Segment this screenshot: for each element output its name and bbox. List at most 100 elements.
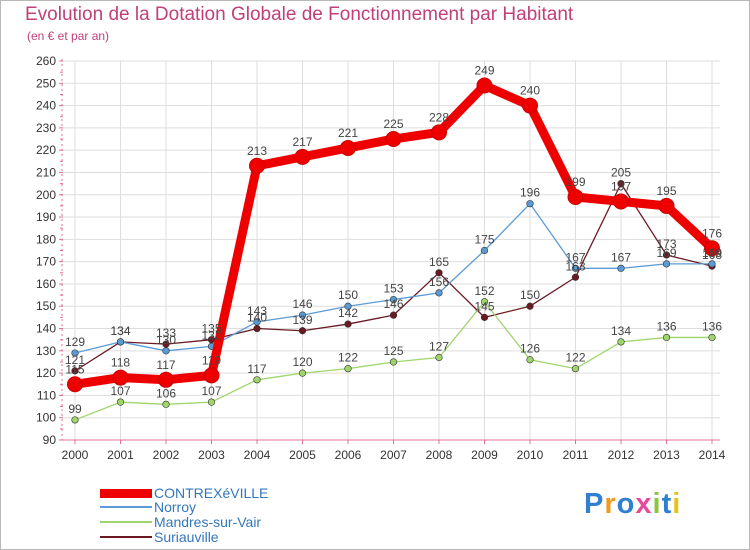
data-point [67, 376, 83, 393]
logo-letter: r [604, 488, 617, 520]
data-label: 173 [656, 237, 676, 251]
y-tick-label: 90 [43, 433, 57, 447]
y-tick-label: 170 [36, 255, 56, 269]
data-point [203, 367, 220, 384]
data-label: 107 [201, 384, 221, 398]
y-tick-label: 230 [36, 121, 56, 135]
data-point [476, 77, 493, 94]
data-label: 228 [429, 110, 449, 124]
data-label: 129 [65, 335, 85, 349]
data-point [435, 289, 443, 297]
data-point [253, 376, 261, 384]
data-label: 127 [429, 340, 449, 354]
data-label: 199 [565, 175, 585, 189]
data-label: 213 [247, 144, 267, 158]
data-label: 195 [656, 184, 676, 198]
data-point [340, 139, 356, 156]
data-point [567, 188, 584, 205]
legend-label: Norroy [154, 499, 197, 515]
data-label: 134 [611, 324, 631, 338]
data-point [617, 338, 625, 346]
data-point [298, 327, 307, 335]
data-point [662, 260, 671, 268]
data-label: 168 [702, 248, 722, 262]
data-label: 118 [111, 356, 130, 370]
data-label: 125 [383, 344, 403, 358]
data-label: 133 [156, 326, 176, 340]
x-tick-label: 2012 [608, 448, 635, 462]
data-point [617, 264, 625, 272]
y-tick-label: 240 [36, 99, 56, 113]
data-label: 99 [68, 402, 82, 416]
data-label: 130 [156, 333, 176, 347]
legend-label: Suriauville [154, 529, 219, 545]
data-point [526, 302, 534, 310]
data-label: 163 [565, 259, 585, 273]
data-point [431, 124, 447, 141]
y-tick-label: 190 [36, 210, 56, 224]
x-tick-label: 2005 [289, 448, 316, 462]
y-tick-label: 100 [36, 411, 56, 425]
x-tick-label: 2004 [244, 448, 271, 462]
data-label: 150 [520, 288, 540, 302]
legend-swatch [100, 488, 152, 498]
legend-item-contrexeville: CONTREXéVILLE [100, 486, 268, 500]
y-tick-label: 180 [36, 232, 56, 246]
data-label: 134 [110, 324, 130, 338]
chart-title: Evolution de la Dotation Globale de Fonc… [25, 4, 574, 25]
data-point [435, 353, 443, 362]
data-point [71, 416, 79, 424]
data-point [344, 320, 352, 328]
data-label: 119 [202, 353, 221, 367]
legend-swatch [100, 521, 152, 523]
logo-letter: i [672, 488, 682, 520]
data-point [162, 400, 170, 408]
data-label: 169 [656, 246, 676, 260]
data-point [207, 398, 216, 406]
x-tick-label: 2013 [653, 448, 680, 462]
data-label: 136 [656, 319, 676, 333]
y-tick-label: 160 [36, 277, 56, 291]
y-tick-label: 200 [36, 188, 56, 202]
logo-letter: o [616, 488, 636, 520]
data-label: 115 [65, 362, 84, 376]
data-label: 140 [247, 311, 267, 325]
data-label: 146 [383, 297, 403, 311]
data-point [658, 197, 675, 214]
data-label: 145 [474, 299, 494, 313]
x-tick-label: 2014 [699, 448, 726, 462]
data-point [253, 324, 261, 333]
data-label: 142 [338, 306, 358, 320]
data-point [662, 251, 671, 259]
data-point [389, 295, 398, 304]
data-label: 139 [292, 313, 312, 327]
data-label: 122 [565, 351, 585, 365]
data-point [385, 131, 402, 148]
y-tick-label: 140 [36, 322, 56, 336]
legend-label: CONTREXéVILLE [154, 485, 269, 501]
data-point [571, 264, 580, 272]
x-tick-label: 2008 [426, 448, 453, 462]
data-label: 150 [338, 288, 358, 302]
y-tick-label: 260 [36, 54, 56, 68]
x-tick-label: 2009 [471, 448, 498, 462]
data-label: 134 [110, 324, 130, 338]
data-point [253, 318, 261, 326]
data-point [708, 260, 716, 268]
data-point [435, 269, 443, 277]
data-label: 196 [520, 186, 540, 200]
legend-item-suriauville: Suriauville [100, 530, 219, 544]
x-tick-label: 2003 [198, 448, 225, 462]
legend-item-mandres-sur-vair: Mandres-sur-Vair [100, 515, 261, 529]
x-tick-label: 2007 [380, 448, 407, 462]
data-point [708, 333, 716, 342]
data-point [116, 398, 125, 406]
axis-layer: 90 100 110 120 130 140 150 160 170 180 190 200 210 22… [36, 54, 726, 462]
x-tick-label: 2010 [517, 448, 544, 462]
data-label: 221 [338, 126, 358, 140]
data-point [298, 311, 307, 319]
data-point [344, 302, 352, 310]
legend-label: Mandres-sur-Vair [154, 514, 262, 530]
